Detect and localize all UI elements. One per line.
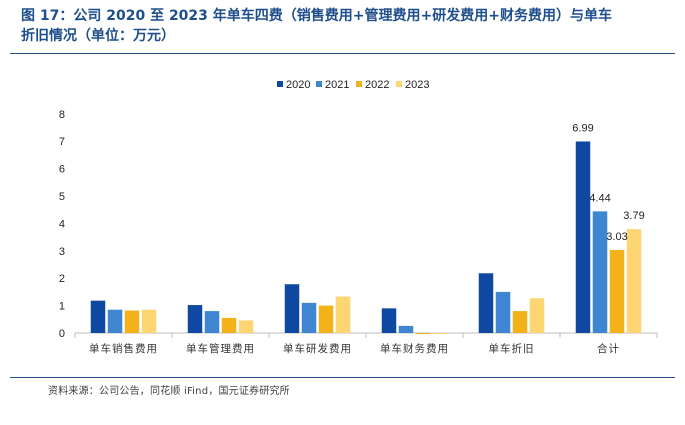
data-label: 4.44 [589,192,610,204]
bar-2021-0 [107,309,123,333]
data-label: 3.79 [623,210,644,222]
legend-label-2023: 2023 [405,79,429,91]
legend-swatch-2020 [277,81,283,87]
bar-2021-3 [398,325,414,333]
data-label: 6.99 [572,122,593,134]
y-tick-label: 1 [59,301,65,313]
bar-2021-2 [301,302,317,333]
legend-swatch-2022 [356,81,362,87]
legend-label-2022: 2022 [365,79,389,91]
y-tick-label: 8 [59,109,65,121]
bar-2020-1 [187,305,203,333]
bar-2022-1 [221,317,237,333]
x-category-label: 合计 [597,342,620,355]
bar-2020-5 [575,141,591,333]
source-note: 资料来源：公司公告，同花顺 iFind，国元证券研究所 [48,386,290,397]
x-category-label: 单车管理费用 [186,342,255,355]
bar-2022-4 [512,311,528,333]
title-line-1: 图 17：公司 2020 至 2023 年单车四费（销售费用+管理费用+研发费用… [21,8,612,24]
y-tick-label: 6 [59,164,65,176]
legend-label-2021: 2021 [325,79,349,91]
data-label: 3.03 [606,231,627,243]
source-divider [10,377,675,378]
bar-2021-5 [592,211,608,333]
x-category-label: 单车财务费用 [380,342,449,355]
y-tick-label: 5 [59,191,65,203]
y-tick-label: 2 [59,273,65,285]
bar-2023-3 [432,333,448,334]
bar-2020-0 [90,300,106,333]
legend-swatch-2023 [396,81,402,87]
bar-2022-5 [609,249,625,333]
bar-2020-4 [478,273,494,333]
bar-2023-0 [141,309,157,333]
bar-2023-5 [626,229,642,333]
y-tick-label: 7 [59,136,65,148]
bar-2022-0 [124,310,140,333]
x-category-label: 单车销售费用 [89,342,158,355]
bar-2022-3 [415,333,431,334]
legend-swatch-2021 [316,81,322,87]
bar-2020-3 [381,308,397,333]
y-tick-label: 3 [59,246,65,258]
legend-label-2020: 2020 [286,79,310,91]
bar-2023-1 [238,320,254,333]
title-line-2: 折旧情况（单位：万元） [21,28,175,44]
y-tick-label: 0 [59,328,65,340]
x-category-label: 单车研发费用 [283,342,352,355]
x-category-label: 单车折旧 [489,342,535,355]
bar-2021-1 [204,311,220,333]
bar-2022-2 [318,305,334,333]
bar-2023-2 [335,296,351,333]
y-tick-label: 4 [59,218,65,230]
title-divider [10,53,675,54]
chart-title: 图 17：公司 2020 至 2023 年单车四费（销售费用+管理费用+研发费用… [21,6,681,46]
bar-2020-2 [284,284,300,333]
bar-2021-4 [495,291,511,333]
bar-2023-4 [529,298,545,333]
